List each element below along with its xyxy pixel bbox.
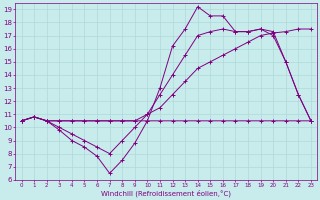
- X-axis label: Windchill (Refroidissement éolien,°C): Windchill (Refroidissement éolien,°C): [101, 190, 231, 197]
